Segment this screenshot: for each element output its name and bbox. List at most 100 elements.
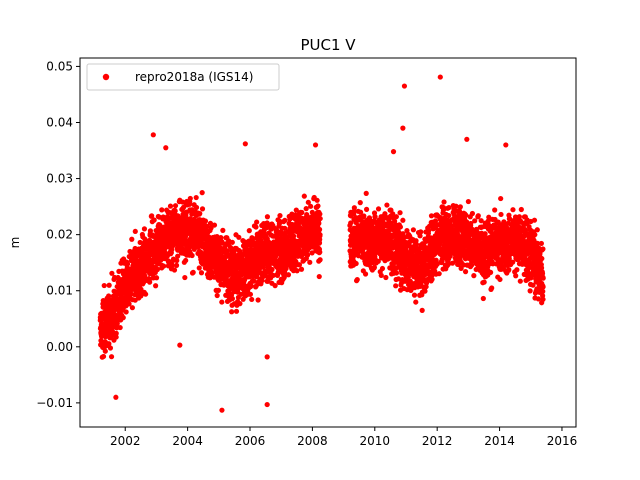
data-point — [109, 270, 115, 276]
data-point — [215, 287, 221, 293]
data-point — [147, 228, 154, 234]
y-tick-label: 0.00 — [46, 340, 73, 354]
data-point — [437, 74, 443, 80]
data-point — [463, 212, 469, 218]
data-point — [375, 206, 382, 212]
data-point — [539, 255, 545, 262]
data-point — [315, 203, 321, 209]
data-point — [296, 262, 303, 268]
data-point — [498, 195, 504, 202]
data-point — [101, 282, 107, 289]
data-point — [147, 279, 153, 285]
data-point — [405, 274, 411, 280]
data-point — [218, 235, 224, 241]
data-point — [153, 275, 160, 281]
y-tick-label: 0.05 — [46, 59, 73, 73]
data-point — [314, 197, 320, 203]
data-point — [419, 307, 425, 313]
data-point — [153, 283, 159, 289]
data-point — [393, 214, 399, 220]
data-point — [107, 345, 114, 351]
data-point — [429, 276, 435, 282]
data-point — [472, 218, 478, 224]
data-point — [384, 202, 390, 208]
data-point — [492, 207, 498, 213]
data-point — [161, 263, 167, 269]
scatter-points — [97, 74, 546, 413]
data-point — [357, 200, 363, 206]
legend-marker — [102, 73, 110, 81]
data-point — [285, 272, 292, 278]
data-point — [400, 217, 406, 223]
data-point — [436, 271, 442, 277]
data-point — [417, 233, 423, 239]
data-point — [141, 226, 148, 232]
data-point — [397, 224, 403, 230]
data-point — [395, 276, 402, 282]
data-point — [513, 273, 519, 279]
data-point — [253, 224, 259, 230]
data-point — [159, 207, 165, 213]
data-point — [199, 206, 206, 212]
chart-title: PUC1 V — [300, 36, 356, 54]
data-point — [150, 132, 156, 138]
data-point — [202, 218, 209, 224]
data-point — [312, 142, 319, 148]
data-point — [301, 193, 307, 199]
data-point — [532, 232, 538, 238]
data-point — [102, 348, 108, 354]
data-point — [534, 227, 540, 233]
data-point — [469, 210, 475, 217]
data-point — [129, 236, 135, 242]
data-point — [117, 324, 123, 331]
data-point — [540, 275, 546, 281]
data-point — [246, 228, 252, 234]
data-point — [375, 258, 381, 264]
data-point — [163, 145, 169, 151]
data-point — [207, 220, 214, 226]
data-point — [453, 203, 459, 209]
data-point — [204, 223, 210, 229]
data-point — [281, 274, 287, 280]
x-tick-label: 2014 — [484, 434, 515, 448]
data-point — [503, 142, 509, 148]
data-point — [457, 204, 463, 210]
data-point — [208, 225, 214, 231]
data-point — [464, 136, 470, 142]
data-point — [174, 257, 180, 264]
data-point — [517, 278, 523, 284]
data-point — [401, 83, 408, 89]
data-point — [400, 125, 406, 131]
data-point — [177, 342, 183, 348]
data-point — [527, 288, 533, 294]
data-point — [480, 295, 486, 302]
data-point — [236, 234, 242, 240]
data-point — [132, 228, 138, 235]
data-point — [123, 309, 129, 315]
data-point — [126, 301, 132, 307]
y-tick-label: 0.01 — [46, 284, 73, 298]
data-point — [124, 261, 131, 267]
legend-label: repro2018a (IGS14) — [135, 70, 253, 84]
data-point — [383, 274, 389, 281]
data-point — [108, 354, 115, 360]
data-point — [167, 203, 174, 209]
data-point — [482, 231, 488, 237]
data-point — [354, 276, 360, 283]
data-point — [269, 266, 275, 273]
data-point — [229, 296, 235, 302]
data-point — [316, 220, 322, 227]
data-point — [418, 229, 424, 235]
data-point — [114, 320, 120, 327]
x-tick-label: 2006 — [235, 434, 266, 448]
data-point — [198, 270, 205, 276]
data-point — [255, 297, 261, 303]
data-point — [445, 261, 451, 267]
data-point — [390, 211, 396, 217]
data-point — [151, 217, 157, 223]
data-point — [540, 246, 546, 252]
data-point — [363, 190, 369, 196]
data-point — [317, 232, 323, 238]
data-point — [137, 239, 143, 246]
